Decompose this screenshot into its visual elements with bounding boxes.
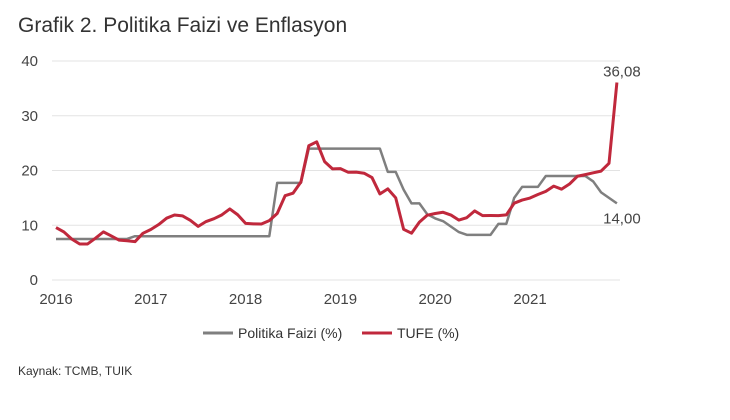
x-tick-label: 2019 xyxy=(324,291,357,308)
x-tick-label: 2020 xyxy=(419,291,452,308)
series-line-politika-faizi xyxy=(56,147,618,241)
x-tick-label: 2016 xyxy=(39,291,72,308)
end-value-label: 14,00 xyxy=(603,210,641,227)
x-tick-label: 2018 xyxy=(229,291,262,308)
end-value-label: 36,08 xyxy=(603,63,641,80)
legend-label: Politika Faizi (%) xyxy=(238,325,342,341)
series-line-tufe xyxy=(55,82,619,246)
legend-label: TUFE (%) xyxy=(397,325,459,341)
source-note: Kaynak: TCMB, TUIK xyxy=(18,364,133,378)
x-tick-label: 2021 xyxy=(513,291,546,308)
y-tick-label: 10 xyxy=(21,217,38,234)
y-tick-label: 40 xyxy=(21,53,38,70)
x-tick-label: 2017 xyxy=(134,291,167,308)
y-tick-label: 0 xyxy=(30,272,38,289)
chart-title: Grafik 2. Politika Faizi ve Enflasyon xyxy=(18,14,348,37)
y-tick-label: 30 xyxy=(21,108,38,125)
y-tick-label: 20 xyxy=(21,163,38,180)
